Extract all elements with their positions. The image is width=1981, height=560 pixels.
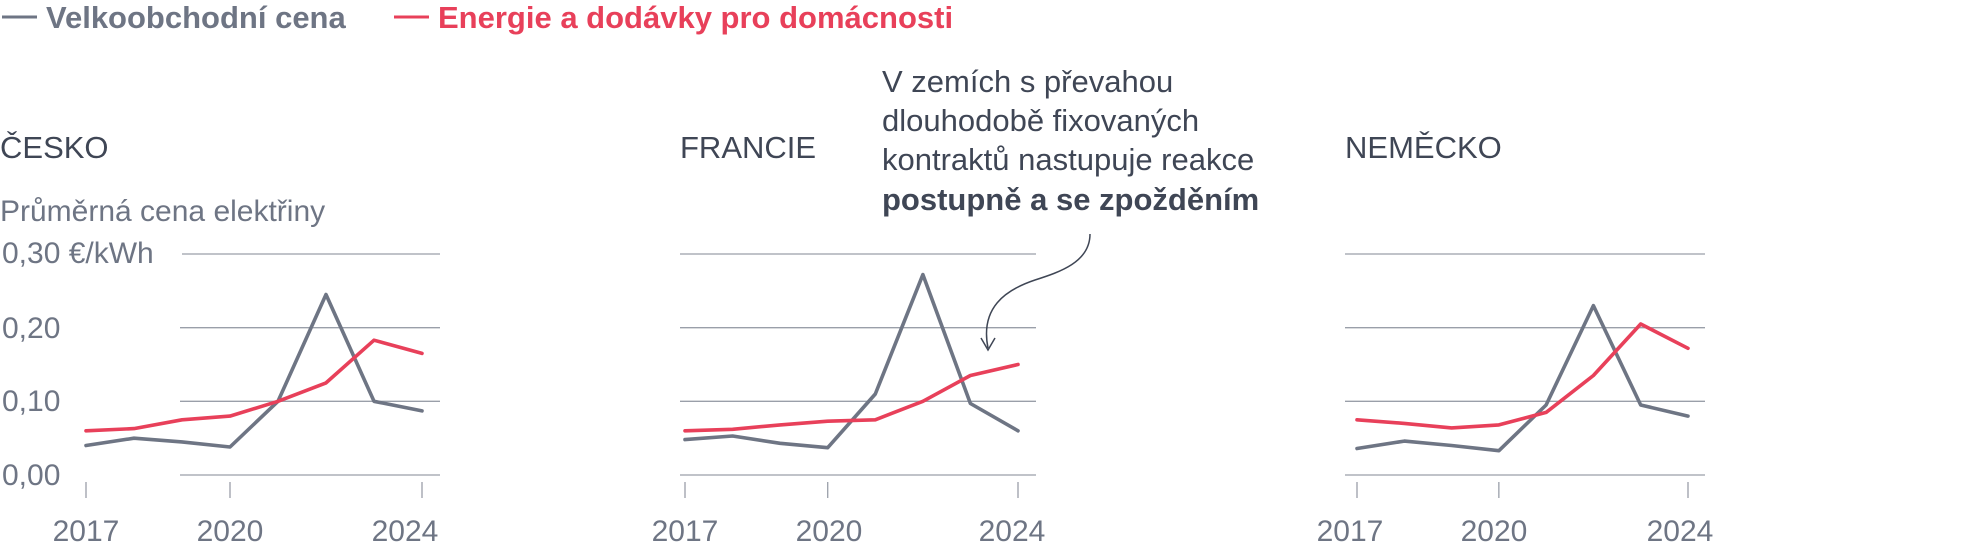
y-tick-label-030: 0,30 €/kWh — [2, 237, 154, 270]
series-line-cz-household — [84, 338, 424, 433]
panel-de — [1345, 253, 1705, 498]
x-tick-label-fr-2017: 2017 — [652, 515, 719, 548]
series-line-fr-household — [683, 362, 1020, 433]
x-tick-labels: 2017 2020 2024 2017 2020 2024 2017 2020 … — [53, 515, 1714, 548]
series-line-de-household — [1355, 322, 1690, 430]
x-tick-label-fr-2024: 2024 — [979, 515, 1046, 548]
y-tick-label-000: 0,00 — [2, 459, 60, 492]
x-tick-label-de-2020: 2020 — [1461, 515, 1528, 548]
x-tick-label-de-2017: 2017 — [1317, 515, 1384, 548]
panel-fr — [680, 253, 1036, 498]
series-line-cz-wholesale — [84, 292, 424, 449]
panel-title-de: NEMĚCKO — [1345, 130, 1502, 165]
annotation-line-1: V zemích s převahou — [882, 64, 1173, 99]
x-tick-label-de-2024: 2024 — [1647, 515, 1714, 548]
annotation-line-bold: postupně a se zpožděním — [882, 182, 1259, 217]
panel-cz — [84, 253, 440, 498]
annotation-arrow — [985, 233, 1091, 349]
series-line-de-wholesale — [1355, 303, 1690, 453]
x-tick-label-cz-2020: 2020 — [197, 515, 264, 548]
legend-label-wholesale: Velkoobchodní cena — [46, 0, 346, 35]
chart-subtitle: Průměrná cena elektřiny — [0, 195, 325, 228]
panel-title-cz: ČESKO — [0, 130, 109, 165]
annotation: V zemích s převahou dlouhodobě fixovanýc… — [882, 64, 1259, 352]
legend-label-household: Energie a dodávky pro domácnosti — [438, 0, 953, 35]
annotation-line-3: kontraktů nastupuje reakce — [882, 142, 1254, 177]
annotation-arrowhead — [980, 337, 996, 352]
legend: Velkoobchodní cena Energie a dodávky pro… — [2, 0, 953, 35]
panel-title-fr: FRANCIE — [680, 130, 816, 165]
y-tick-label-020: 0,20 — [2, 312, 60, 345]
x-tick-label-cz-2024: 2024 — [372, 515, 439, 548]
annotation-line-2: dlouhodobě fixovaných — [882, 103, 1199, 138]
x-tick-label-fr-2020: 2020 — [796, 515, 863, 548]
x-tick-label-cz-2017: 2017 — [53, 515, 120, 548]
y-tick-label-010: 0,10 — [2, 385, 60, 418]
